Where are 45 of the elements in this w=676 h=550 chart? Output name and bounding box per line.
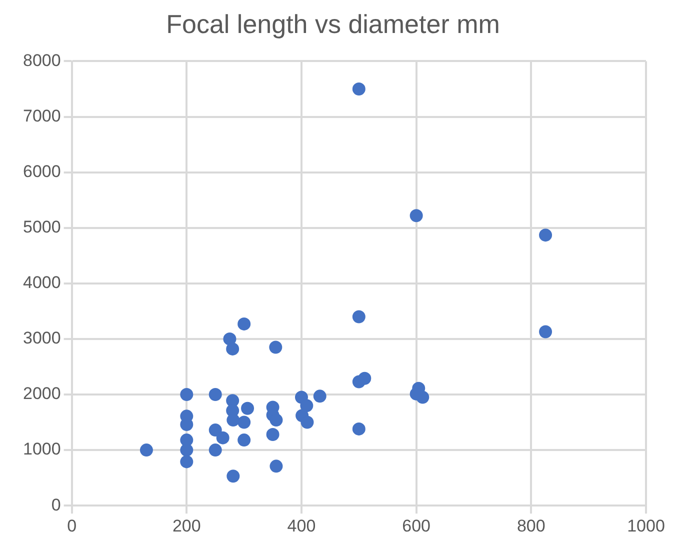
point xyxy=(352,310,366,324)
point xyxy=(238,434,251,447)
point xyxy=(352,82,366,96)
y-tick-label: 8000 xyxy=(22,50,61,70)
x-tick-label: 0 xyxy=(67,516,77,536)
point xyxy=(140,444,153,457)
x-tick-label: 400 xyxy=(287,516,316,536)
point xyxy=(226,342,240,356)
point xyxy=(216,431,230,444)
y-tick-label: 4000 xyxy=(22,273,61,292)
point xyxy=(539,228,552,242)
point xyxy=(226,470,240,483)
point xyxy=(180,388,194,401)
x-tick-label: 800 xyxy=(516,516,546,536)
point xyxy=(238,416,251,429)
point xyxy=(270,460,283,473)
point xyxy=(208,388,222,401)
point xyxy=(180,455,194,468)
y-tick-label: 3000 xyxy=(22,328,61,348)
x-tick-label: 1000 xyxy=(627,516,665,536)
chart-title: Focal length vs diameter mm xyxy=(166,8,500,39)
point xyxy=(241,402,254,415)
point xyxy=(208,444,222,457)
point xyxy=(266,428,280,441)
point xyxy=(352,422,366,436)
point xyxy=(270,414,283,427)
point xyxy=(300,399,314,412)
y-tick-label: 1000 xyxy=(22,440,61,459)
y-tick-label: 7000 xyxy=(22,106,61,126)
y-tick-label: 6000 xyxy=(22,162,61,181)
point xyxy=(300,416,314,429)
point xyxy=(180,444,194,457)
point xyxy=(226,414,240,427)
point xyxy=(352,375,366,388)
y-tick-label: 5000 xyxy=(22,218,61,237)
point xyxy=(208,424,222,437)
point xyxy=(238,317,251,330)
y-tick-label: 0 xyxy=(51,495,61,514)
point xyxy=(269,340,282,354)
x-tick-label: 200 xyxy=(172,516,201,536)
y-tick-label: 2000 xyxy=(22,384,61,404)
point xyxy=(313,390,326,403)
point xyxy=(539,325,552,338)
x-tick-label: 600 xyxy=(402,516,431,536)
point xyxy=(410,209,423,222)
